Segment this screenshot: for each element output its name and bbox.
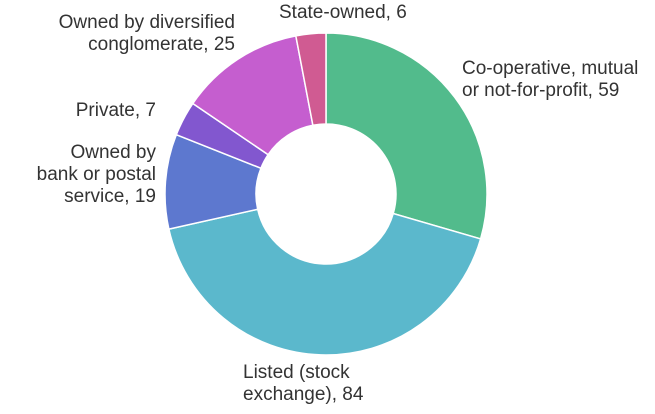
slice-label-co-operative-mutual-or-not-for-profit: Co-operative, mutual or not-for-profit, 5… xyxy=(462,58,638,101)
slice-label-line: State-owned, 6 xyxy=(279,2,407,23)
slice-label-owned-by-diversified-conglomerate: Owned by diversified conglomerate, 25 xyxy=(59,12,235,55)
slice-label-listed-stock-exchange: Listed (stock exchange), 84 xyxy=(243,362,364,405)
slice-label-line: service, 19 xyxy=(64,186,156,207)
slice-label-line: Owned by xyxy=(70,142,156,163)
slice-label-line: Listed (stock xyxy=(243,362,350,383)
chart-labels: Co-operative, mutual or not-for-profit, 5… xyxy=(37,2,639,405)
slice-label-line: exchange), 84 xyxy=(243,384,364,405)
slice-listed-stock-exchange xyxy=(167,208,482,356)
slice-label-line: Co-operative, mutual xyxy=(462,58,638,79)
slice-label-owned-by-bank-or-postal-service: Owned by bank or postal service, 19 xyxy=(37,142,157,207)
slice-state-owned xyxy=(294,32,327,127)
slice-label-line: Private, 7 xyxy=(76,100,156,121)
slice-co-operative-mutual-or-not-for-profit xyxy=(325,32,488,240)
slice-label-state-owned: State-owned, 6 xyxy=(279,2,407,23)
chart-slices xyxy=(164,32,488,356)
slice-label-line: bank or postal xyxy=(37,164,156,185)
slice-label-private: Private, 7 xyxy=(76,100,156,121)
slice-label-line: or not-for-profit, 59 xyxy=(462,80,619,101)
slice-label-line: conglomerate, 25 xyxy=(88,34,235,55)
slice-label-line: Owned by diversified xyxy=(59,12,235,33)
